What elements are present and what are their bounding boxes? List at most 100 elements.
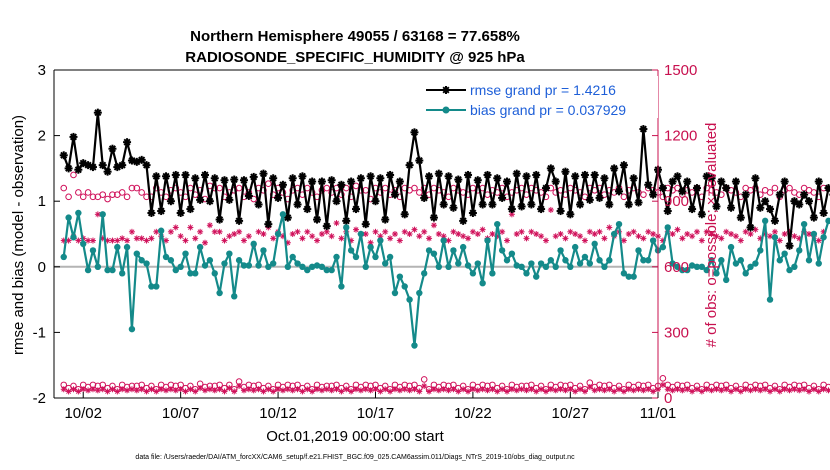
bias-data-point xyxy=(80,240,87,248)
obs-evaluated-marker xyxy=(474,387,481,394)
bias-data-point xyxy=(333,253,340,261)
obs-evaluated-marker xyxy=(465,235,472,242)
obs-evaluated-marker xyxy=(333,220,340,227)
rmse-data-point xyxy=(342,216,351,225)
obs-evaluated-marker xyxy=(669,387,676,394)
asterisk-stroke xyxy=(504,388,510,394)
asterisk-stroke xyxy=(284,214,292,222)
asterisk-stroke xyxy=(196,196,204,204)
rmse-data-point xyxy=(371,197,380,206)
asterisk-stroke xyxy=(178,233,184,239)
obs-evaluated-marker xyxy=(723,386,730,393)
asterisk-stroke xyxy=(201,171,209,179)
obs-evaluated-marker xyxy=(684,386,691,393)
asterisk-stroke xyxy=(791,386,797,392)
obs-evaluated-marker xyxy=(284,386,291,393)
asterisk-stroke xyxy=(483,171,492,179)
asterisk-stroke xyxy=(508,205,516,213)
rmse-data-point xyxy=(488,200,497,209)
x-axis-label: Oct.01,2019 00:00:00 start xyxy=(266,428,444,445)
asterisk-stroke xyxy=(225,196,233,204)
obs-evaluated-marker xyxy=(557,231,564,237)
asterisk-stroke xyxy=(795,200,803,209)
obs-evaluated-marker xyxy=(528,386,535,393)
obs-evaluated-marker xyxy=(523,387,530,394)
asterisk-stroke xyxy=(442,86,450,94)
series-layer xyxy=(59,108,830,349)
obs-evaluated-marker xyxy=(202,387,208,394)
bias-data-point xyxy=(294,260,301,267)
asterisk-stroke xyxy=(319,231,325,237)
asterisk-stroke xyxy=(85,387,91,393)
obs-evaluated-marker xyxy=(275,386,282,393)
obs-evaluated-marker xyxy=(104,388,111,395)
bias-data-point xyxy=(328,266,335,274)
bias-data-point xyxy=(674,263,681,270)
obs-evaluated-marker xyxy=(455,388,462,395)
asterisk-stroke xyxy=(226,233,232,239)
bias-data-point xyxy=(679,266,686,274)
asterisk-stroke xyxy=(679,387,685,393)
obs-evaluated-marker xyxy=(689,233,696,240)
rmse-data-point xyxy=(337,180,346,189)
bias-data-point xyxy=(420,270,428,277)
legend-label-rmse: rmse grand pr = 1.4216 xyxy=(470,82,616,98)
obs-evaluated-marker xyxy=(216,228,223,235)
obs-evaluated-marker xyxy=(128,228,135,235)
rmse-data-point xyxy=(225,195,234,204)
bias-data-point xyxy=(766,296,774,303)
bias-data-point xyxy=(703,266,710,274)
obs-evaluated-marker xyxy=(172,224,179,231)
obs-evaluated-marker xyxy=(255,228,262,235)
bias-data-point xyxy=(143,260,150,267)
asterisk-stroke xyxy=(805,197,813,205)
y-right-tick-label: 300 xyxy=(664,324,689,341)
asterisk-stroke xyxy=(785,242,794,250)
y-axis-label-left: rmse and bias (model - observation) xyxy=(10,115,27,355)
bias-data-point xyxy=(474,260,481,267)
rmse-data-point xyxy=(683,177,692,186)
plot-background xyxy=(54,70,658,398)
obs-evaluated-marker xyxy=(591,387,598,394)
asterisk-stroke xyxy=(533,388,539,394)
obs-evaluated-marker xyxy=(538,233,545,240)
asterisk-stroke xyxy=(290,387,296,393)
bias-data-point xyxy=(99,211,106,218)
asterisk-stroke xyxy=(738,388,744,394)
obs-evaluated-marker xyxy=(567,228,574,235)
rmse-data-point xyxy=(814,177,823,186)
asterisk-stroke xyxy=(217,229,223,235)
asterisk-stroke xyxy=(723,386,729,392)
asterisk-stroke xyxy=(343,386,349,392)
obs-possible-marker xyxy=(659,375,667,382)
obs-evaluated-marker xyxy=(742,386,749,393)
asterisk-stroke xyxy=(226,385,232,391)
asterisk-stroke xyxy=(650,231,656,237)
asterisk-stroke xyxy=(323,222,331,230)
asterisk-stroke xyxy=(572,388,578,394)
asterisk-stroke xyxy=(455,388,461,394)
obs-evaluated-marker xyxy=(606,224,613,231)
rmse-data-point xyxy=(415,156,424,165)
obs-evaluated-marker xyxy=(723,228,730,235)
obs-evaluated-marker xyxy=(679,387,686,394)
bias-data-point xyxy=(796,247,803,254)
asterisk-stroke xyxy=(513,170,521,178)
asterisk-stroke xyxy=(230,176,238,184)
obs-evaluated-marker xyxy=(596,228,603,235)
obs-possible-marker xyxy=(79,193,87,201)
bias-data-point xyxy=(65,214,72,221)
ticks-layer: -2 -1 0 1 2 3 0 300 600 900 1200 1500 10/02 10/07 10/1… xyxy=(33,62,698,422)
bias-data-point xyxy=(109,266,116,274)
asterisk-stroke xyxy=(308,177,316,186)
asterisk-stroke xyxy=(66,388,72,394)
asterisk-stroke xyxy=(246,386,252,392)
obs-possible-marker xyxy=(70,171,77,179)
asterisk-stroke xyxy=(548,386,554,392)
legend-marker-rmse xyxy=(442,86,450,94)
obs-evaluated-marker xyxy=(616,386,623,393)
obs-evaluated-marker xyxy=(377,388,384,395)
obs-evaluated-marker xyxy=(143,388,150,395)
obs-evaluated-marker xyxy=(684,231,691,237)
asterisk-stroke xyxy=(743,386,749,392)
